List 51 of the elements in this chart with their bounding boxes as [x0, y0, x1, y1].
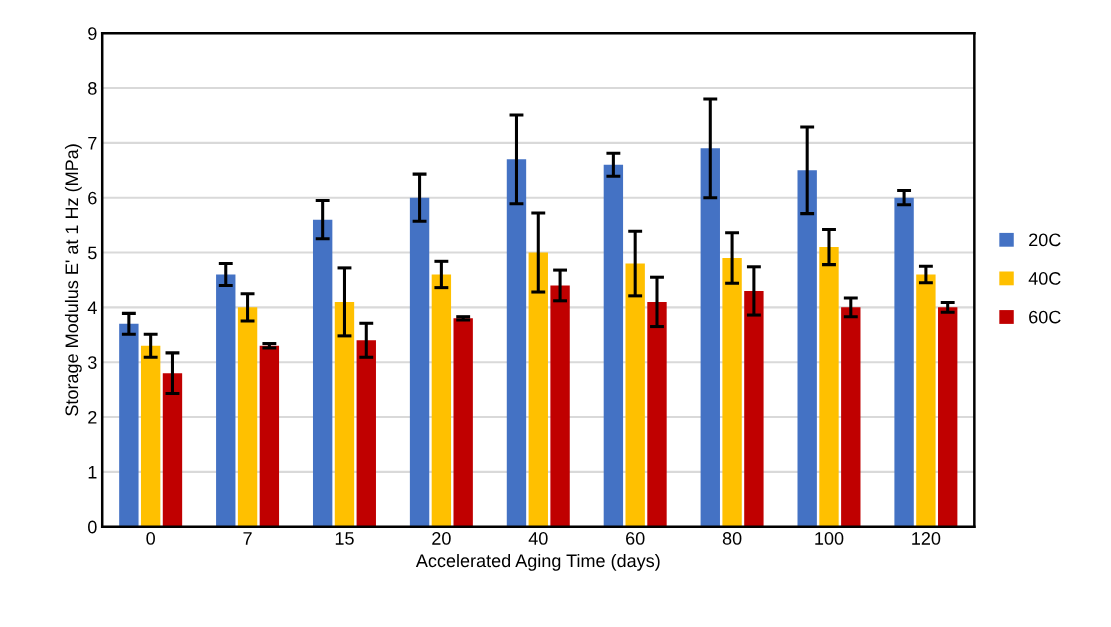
- y-tick-label: 1: [88, 465, 97, 479]
- x-tick-label: 7: [243, 532, 252, 545]
- y-tick-label: 4: [87, 301, 97, 314]
- y-tick-label: 5: [88, 246, 97, 260]
- bar: [841, 307, 861, 527]
- bar: [916, 274, 936, 527]
- x-tick-label: 100: [815, 532, 844, 545]
- bar: [216, 274, 236, 527]
- bar: [647, 301, 667, 527]
- bar: [603, 164, 624, 527]
- bar: [819, 247, 839, 527]
- x-tick-label: 15: [335, 532, 354, 545]
- y-tick-label: 6: [88, 191, 97, 205]
- y-tick-label: 9: [88, 27, 97, 40]
- bar: [237, 307, 258, 527]
- y-tick-label: 3: [88, 356, 97, 369]
- bar: [625, 263, 645, 527]
- x-tick-label: 120: [912, 532, 941, 545]
- y-axis-title: Storage Modulus E' at 1 Hz (MPa): [64, 144, 82, 416]
- x-axis-title: Accelerated Aging Time (days): [415, 553, 660, 571]
- bar: [700, 148, 720, 527]
- bar: [722, 258, 742, 527]
- bar: [431, 274, 452, 527]
- bar: [140, 345, 161, 527]
- x-tick-label: 60: [626, 532, 645, 545]
- legend-label: 40C: [1028, 272, 1061, 285]
- bar: [744, 290, 764, 527]
- bar: [356, 340, 376, 527]
- bar: [894, 197, 914, 527]
- legend-label: 60C: [1029, 310, 1061, 324]
- legend-label: 20C: [1029, 233, 1061, 247]
- bar: [409, 197, 430, 527]
- x-tick-label: 0: [146, 532, 155, 545]
- bar: [550, 285, 570, 527]
- y-tick-label: 0: [88, 520, 97, 534]
- y-tick-label: 8: [88, 81, 97, 95]
- bar: [334, 301, 355, 527]
- x-tick-label: 20: [432, 532, 451, 545]
- bar: [938, 307, 958, 527]
- bar: [162, 373, 183, 527]
- y-tick-label: 7: [88, 137, 97, 150]
- bar: [259, 345, 280, 527]
- bar: [528, 252, 548, 527]
- x-tick-label: 40: [528, 532, 548, 545]
- x-tick-label: 80: [722, 532, 742, 545]
- bar: [453, 318, 473, 527]
- bar: [312, 219, 333, 527]
- bar: [119, 323, 139, 527]
- bar: [797, 170, 817, 527]
- bar: [506, 159, 527, 527]
- y-tick-label: 2: [88, 410, 97, 424]
